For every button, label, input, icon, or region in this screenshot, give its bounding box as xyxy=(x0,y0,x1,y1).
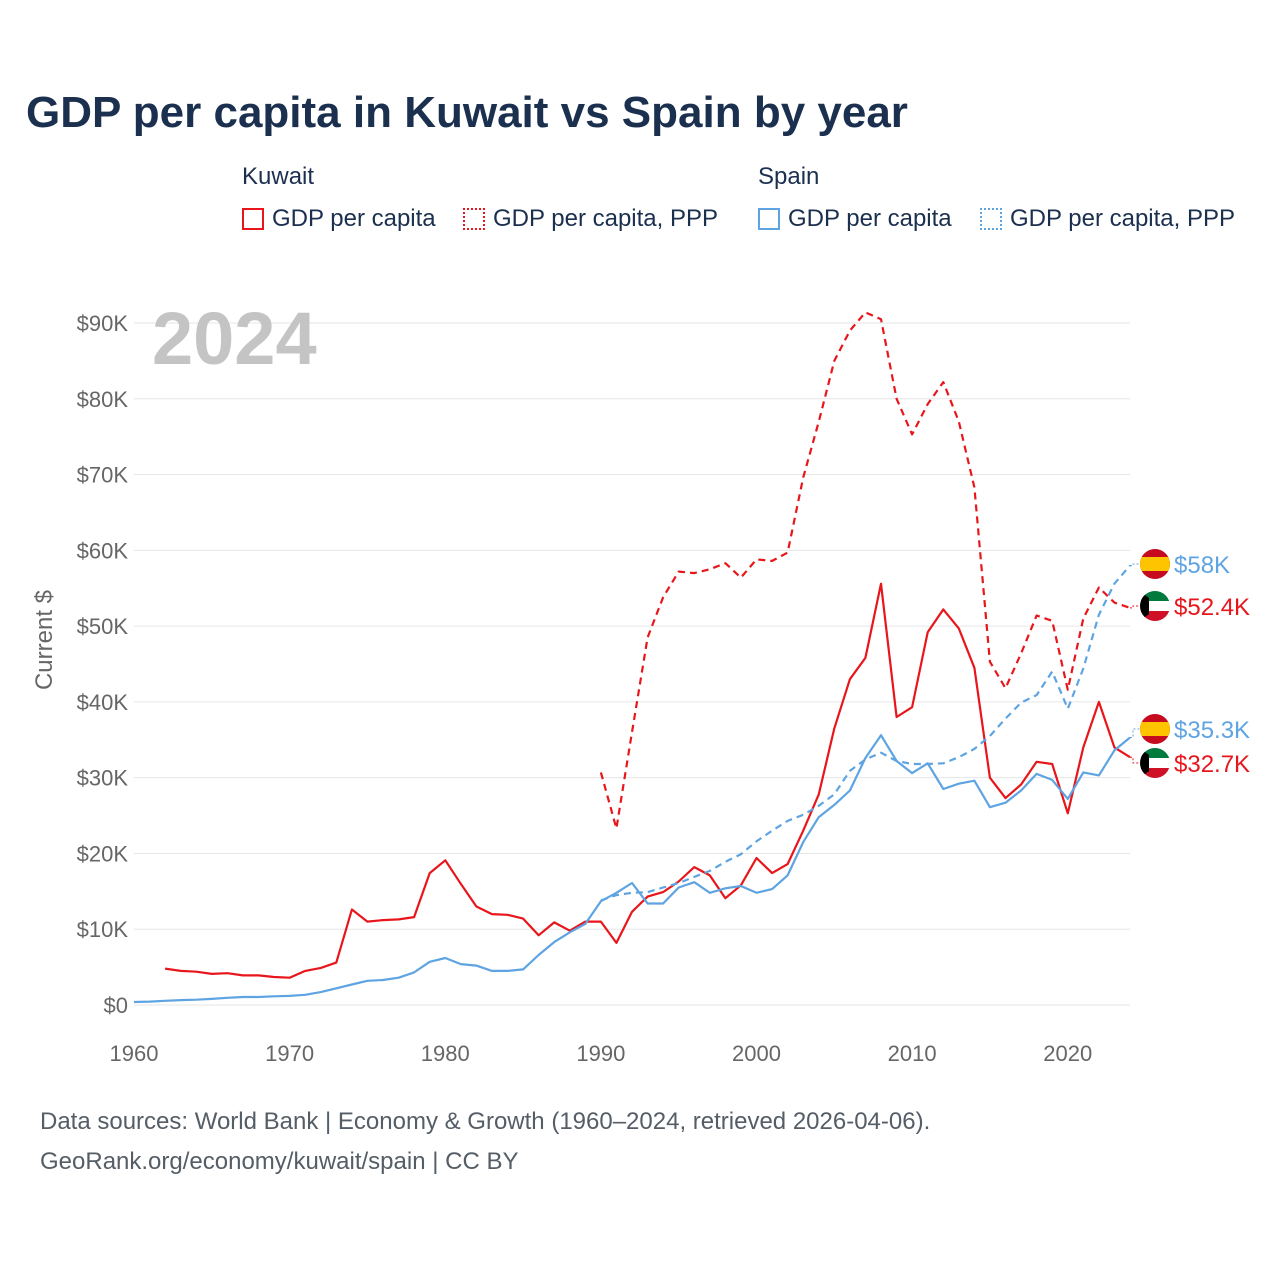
end-label-spain-gdp: $35.3K xyxy=(1174,717,1250,744)
series-line-kuwait-ppp[interactable] xyxy=(599,311,1131,830)
spain-flag-icon xyxy=(1140,714,1170,744)
end-label-spain-ppp: $58K xyxy=(1174,552,1230,579)
y-axis-title: Current $ xyxy=(31,590,58,690)
legend-item-kuwait-gdp-ppp[interactable]: GDP per capita, PPP xyxy=(463,204,718,234)
x-tick-label: 1990 xyxy=(576,1041,625,1066)
legend-swatch-solid-blue xyxy=(758,208,780,230)
series-line-spain-ppp[interactable] xyxy=(600,564,1131,902)
end-label-connector xyxy=(1130,563,1140,566)
spain-flag-icon xyxy=(1140,549,1170,579)
year-label: 2024 xyxy=(152,297,317,380)
y-tick-label: $90K xyxy=(77,311,129,336)
y-tick-label: $60K xyxy=(77,538,129,563)
legend-label: GDP per capita xyxy=(272,205,436,232)
y-tick-label: $30K xyxy=(77,766,129,791)
y-tick-label: $40K xyxy=(77,690,129,715)
legend-label: GDP per capita, PPP xyxy=(493,205,718,232)
y-tick-label: $80K xyxy=(77,387,129,412)
legend-swatch-dotted-blue xyxy=(980,208,1002,230)
legend-title-spain: Spain xyxy=(758,163,820,190)
kuwait-flag-icon xyxy=(1140,748,1170,778)
legend-swatch-dotted-red xyxy=(463,208,485,230)
x-tick-label: 1970 xyxy=(265,1041,314,1066)
legend-title-kuwait: Kuwait xyxy=(242,163,315,190)
legend-label: GDP per capita, PPP xyxy=(1010,205,1235,232)
legend-item-spain-gdp-ppp[interactable]: GDP per capita, PPP xyxy=(980,204,1235,234)
y-tick-label: $50K xyxy=(77,614,129,639)
y-tick-label: $70K xyxy=(77,463,129,488)
end-label-connector xyxy=(1130,605,1140,609)
kuwait-flag-icon xyxy=(1140,591,1170,621)
chart-title: GDP per capita in Kuwait vs Spain by yea… xyxy=(26,88,908,137)
end-label-kuwait-gdp: $32.7K xyxy=(1174,751,1250,778)
legend-label: GDP per capita xyxy=(788,205,952,232)
legend-item-kuwait-gdp[interactable]: GDP per capita xyxy=(242,204,436,234)
x-tick-label: 1960 xyxy=(110,1041,159,1066)
x-tick-label: 2000 xyxy=(732,1041,781,1066)
end-label-connector xyxy=(1130,728,1140,738)
legend-swatch-solid-red xyxy=(242,208,264,230)
y-tick-label: $20K xyxy=(77,841,129,866)
x-tick-label: 2010 xyxy=(888,1041,937,1066)
y-tick-label: $10K xyxy=(77,917,129,942)
series-line-spain-gdp[interactable] xyxy=(133,734,1131,1004)
series-line-kuwait-gdp[interactable] xyxy=(164,582,1131,979)
end-label-kuwait-ppp: $52.4K xyxy=(1174,594,1250,621)
source-line-2[interactable]: GeoRank.org/economy/kuwait/spain | CC BY xyxy=(40,1148,519,1175)
x-tick-label: 1980 xyxy=(421,1041,470,1066)
legend-item-spain-gdp[interactable]: GDP per capita xyxy=(758,204,952,234)
y-tick-label: $0 xyxy=(104,993,128,1018)
x-tick-label: 2020 xyxy=(1043,1041,1092,1066)
source-line-1: Data sources: World Bank | Economy & Gro… xyxy=(40,1108,931,1135)
end-label-connector xyxy=(1130,756,1140,764)
